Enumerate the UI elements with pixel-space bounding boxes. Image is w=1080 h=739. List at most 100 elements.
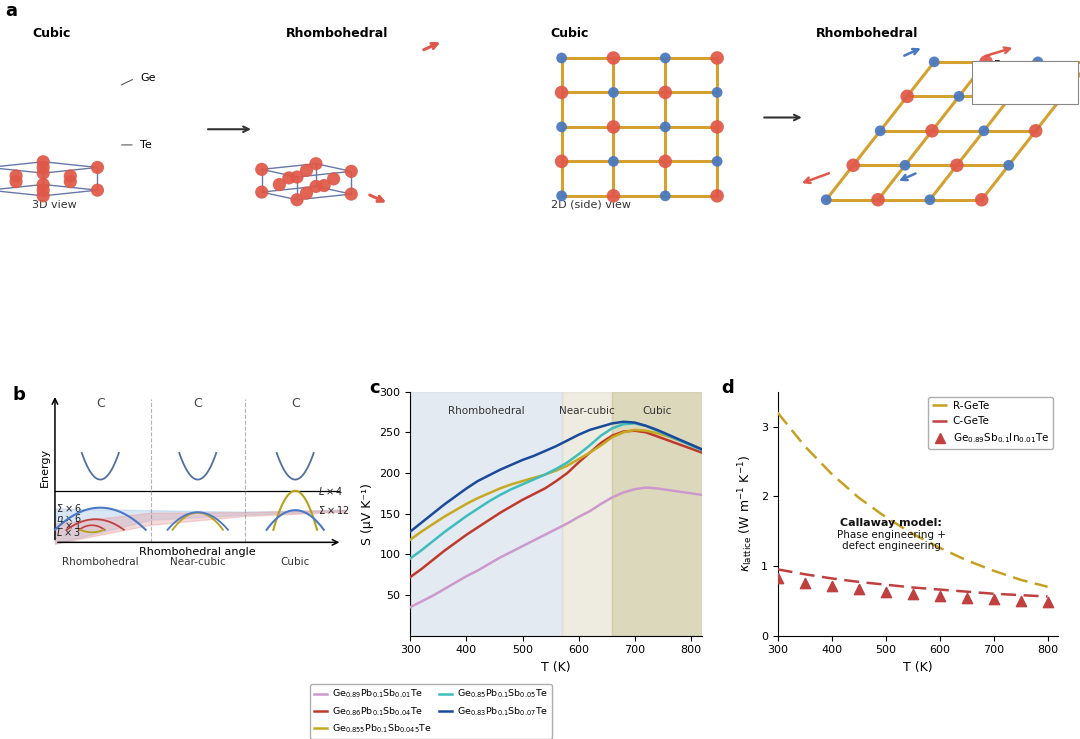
Bar bbox=[410, 392, 562, 636]
Point bbox=[605, 155, 622, 167]
Text: $L\times4$: $L\times4$ bbox=[318, 485, 343, 497]
Point bbox=[342, 166, 360, 177]
Point bbox=[553, 155, 570, 167]
Point bbox=[904, 588, 921, 599]
Point bbox=[8, 170, 25, 182]
Text: $\eta\times6$: $\eta\times6$ bbox=[56, 512, 82, 526]
Point bbox=[553, 52, 570, 64]
Text: Callaway model:: Callaway model: bbox=[840, 517, 942, 528]
X-axis label: T (K): T (K) bbox=[903, 661, 933, 674]
Point bbox=[1002, 90, 1020, 102]
Point bbox=[850, 583, 867, 595]
Point bbox=[605, 52, 622, 64]
Text: Expansion: Expansion bbox=[994, 60, 1048, 69]
Point bbox=[253, 186, 270, 198]
Point bbox=[657, 190, 674, 202]
Text: $\Sigma\times12$: $\Sigma\times12$ bbox=[318, 504, 350, 517]
Point bbox=[308, 180, 325, 192]
Text: Rhombohedral: Rhombohedral bbox=[286, 27, 389, 41]
Point bbox=[657, 86, 674, 98]
Point bbox=[958, 592, 975, 604]
Point bbox=[553, 121, 570, 133]
Point bbox=[8, 176, 25, 188]
Point bbox=[926, 56, 943, 68]
Text: Shrinkage: Shrinkage bbox=[994, 73, 1047, 84]
Point bbox=[35, 167, 52, 179]
Point bbox=[1054, 90, 1071, 102]
Point bbox=[657, 52, 674, 64]
Point bbox=[1029, 56, 1047, 68]
Text: Cubic: Cubic bbox=[551, 27, 590, 41]
Point bbox=[62, 176, 79, 188]
Text: Cubic: Cubic bbox=[32, 27, 71, 41]
Point bbox=[89, 162, 106, 174]
Text: Rhombohedral: Rhombohedral bbox=[815, 27, 918, 41]
Point bbox=[35, 156, 52, 168]
Point bbox=[931, 590, 948, 602]
Legend: Ge$_{0.89}$Pb$_{0.1}$Sb$_{0.01}$Te, Ge$_{0.86}$Pb$_{0.1}$Sb$_{0.04}$Te, Ge$_{0.8: Ge$_{0.89}$Pb$_{0.1}$Sb$_{0.01}$Te, Ge$_… bbox=[310, 684, 552, 739]
Point bbox=[818, 194, 835, 205]
Text: c: c bbox=[369, 380, 380, 398]
Point bbox=[896, 160, 914, 171]
Point bbox=[89, 184, 106, 196]
Text: 3D view: 3D view bbox=[32, 200, 77, 210]
Point bbox=[35, 184, 52, 196]
Point bbox=[553, 190, 570, 202]
Point bbox=[62, 170, 79, 182]
Text: C: C bbox=[96, 397, 105, 409]
Point bbox=[35, 179, 52, 191]
Point bbox=[708, 121, 726, 133]
Point bbox=[605, 190, 622, 202]
Point bbox=[35, 162, 52, 174]
Point bbox=[923, 125, 941, 137]
Text: Rhombohedral: Rhombohedral bbox=[62, 557, 138, 567]
Point bbox=[288, 171, 306, 183]
Point bbox=[1039, 596, 1056, 608]
Point bbox=[288, 194, 306, 205]
Legend: R-GeTe, C-GeTe, Ge$_{0.89}$Sb$_{0.1}$In$_{0.01}$Te: R-GeTe, C-GeTe, Ge$_{0.89}$Sb$_{0.1}$In$… bbox=[928, 397, 1053, 449]
Point bbox=[315, 180, 333, 191]
Text: Cubic: Cubic bbox=[643, 406, 672, 416]
Point bbox=[708, 155, 726, 167]
Point bbox=[708, 52, 726, 64]
Bar bbox=[612, 392, 702, 636]
Text: d: d bbox=[721, 380, 734, 398]
Text: Rhombohedral angle: Rhombohedral angle bbox=[139, 547, 256, 557]
Point bbox=[708, 190, 726, 202]
Point bbox=[1012, 595, 1029, 607]
Point bbox=[985, 593, 1002, 605]
Text: C: C bbox=[291, 397, 299, 409]
Point bbox=[1000, 160, 1017, 171]
Point bbox=[342, 188, 360, 200]
Point bbox=[657, 121, 674, 133]
Point bbox=[899, 90, 916, 102]
Point bbox=[877, 586, 894, 598]
Text: $Z\times1$: $Z\times1$ bbox=[56, 520, 82, 531]
Point bbox=[973, 194, 990, 205]
Point bbox=[605, 121, 622, 133]
FancyBboxPatch shape bbox=[972, 61, 1078, 103]
Point bbox=[921, 194, 939, 205]
Point bbox=[325, 173, 342, 185]
Text: Energy: Energy bbox=[40, 447, 50, 486]
Point bbox=[605, 86, 622, 98]
Text: Phase engineering +
defect engineering: Phase engineering + defect engineering bbox=[837, 530, 945, 551]
Text: $L\times3$: $L\times3$ bbox=[56, 526, 81, 538]
Text: Near-cubic: Near-cubic bbox=[170, 557, 226, 567]
Text: Near-cubic: Near-cubic bbox=[559, 406, 615, 416]
Point bbox=[271, 179, 288, 191]
Point bbox=[35, 190, 52, 202]
Text: $\Sigma\times6$: $\Sigma\times6$ bbox=[56, 502, 82, 514]
Point bbox=[298, 187, 315, 199]
Point bbox=[869, 194, 887, 205]
Y-axis label: S (μV K⁻¹): S (μV K⁻¹) bbox=[361, 483, 374, 545]
Point bbox=[1027, 125, 1044, 137]
Point bbox=[845, 160, 862, 171]
Point bbox=[708, 86, 726, 98]
Point bbox=[769, 573, 786, 585]
Y-axis label: $\kappa_{\rm lattice}$ (W m$^{-1}$ K$^{-1}$): $\kappa_{\rm lattice}$ (W m$^{-1}$ K$^{-… bbox=[737, 455, 755, 572]
Bar bbox=[562, 392, 612, 636]
X-axis label: T (K): T (K) bbox=[541, 661, 571, 674]
Point bbox=[823, 580, 840, 592]
Text: b: b bbox=[13, 386, 26, 404]
